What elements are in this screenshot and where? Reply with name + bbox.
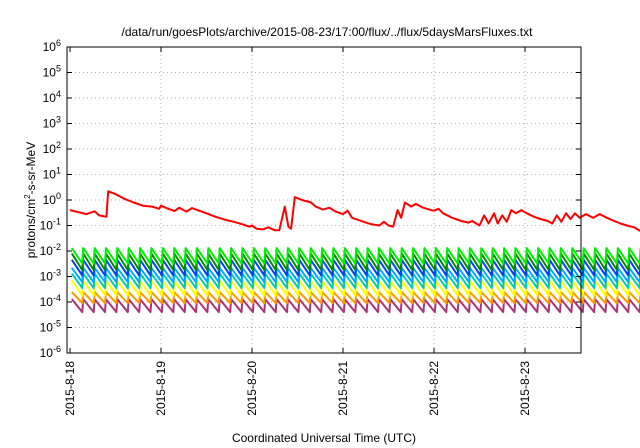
series-line bbox=[70, 247, 640, 265]
series-line bbox=[69, 190, 640, 233]
x-tick-label: 2015-8-21 bbox=[336, 361, 350, 416]
y-tick-label: 10-2 bbox=[40, 242, 61, 258]
series-layer bbox=[69, 190, 640, 314]
y-tick-label: 10-1 bbox=[40, 217, 61, 233]
y-tick-label: 103 bbox=[43, 115, 61, 131]
x-tick-label: 2015-8-19 bbox=[154, 361, 168, 416]
x-tick-label: 2015-8-22 bbox=[427, 361, 441, 416]
chart-title: /data/run/goesPlots/archive/2015-08-23/1… bbox=[122, 25, 534, 39]
y-tick-label: 10-5 bbox=[40, 319, 61, 335]
y-tick-label: 100 bbox=[43, 191, 61, 207]
y-tick-label: 105 bbox=[43, 64, 61, 80]
y-tick-label: 10-6 bbox=[40, 344, 61, 360]
y-tick-label: 104 bbox=[43, 89, 61, 105]
y-tick-label: 101 bbox=[43, 166, 61, 182]
x-tick-label: 2015-8-23 bbox=[518, 361, 532, 416]
x-axis-ticks: 2015-8-18 2015-8-19 2015-8-20 2015-8-21 2015… bbox=[63, 47, 532, 416]
y-axis-ticks: 106 105 104 103 102 101 100 10-1 10-2 10-3 10-4 10-… bbox=[40, 38, 581, 360]
y-tick-label: 102 bbox=[43, 140, 61, 156]
x-tick-label: 2015-8-18 bbox=[63, 361, 77, 416]
y-tick-label: 10-4 bbox=[40, 293, 61, 309]
y-axis-label: protons/cm2-s-sr-MeV bbox=[23, 142, 38, 258]
y-tick-label: 106 bbox=[43, 38, 61, 54]
x-tick-label: 2015-8-20 bbox=[245, 361, 259, 416]
x-axis-label: Coordinated Universal Time (UTC) bbox=[232, 431, 416, 445]
y-tick-label: 10-3 bbox=[40, 268, 61, 284]
